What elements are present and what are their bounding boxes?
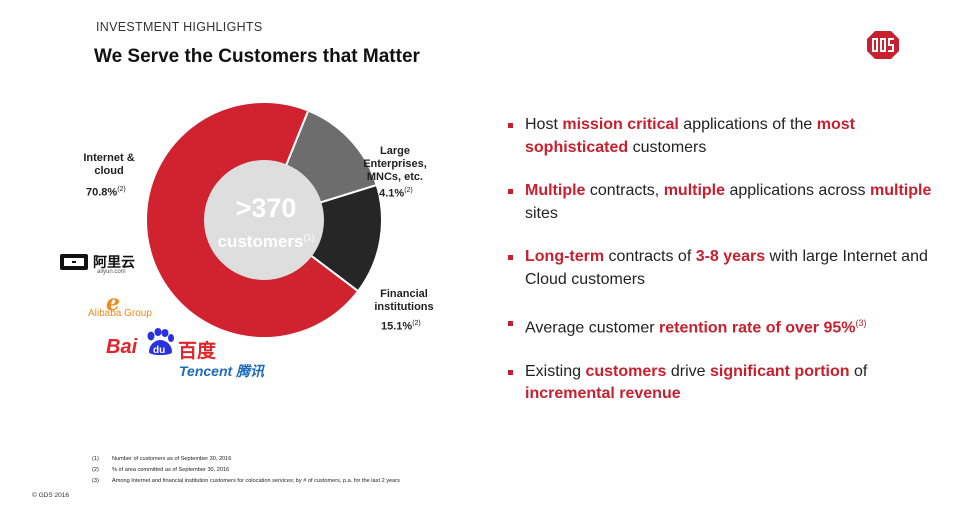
bullet-highlight: incremental revenue bbox=[525, 385, 681, 403]
bullet-text: with large Internet and Cloud customers bbox=[525, 248, 933, 288]
slide-title: We Serve the Customers that Matter bbox=[94, 46, 420, 67]
bullet-text: Existing bbox=[525, 362, 586, 380]
tencent-logo: Tencent 腾讯 bbox=[179, 363, 265, 379]
bullet-incremental-revenue: Existing customers drive significant por… bbox=[508, 361, 948, 406]
internet-segment-pct: 70.8%(2) bbox=[86, 186, 126, 199]
enterprise-label-line2: Enterprises, bbox=[363, 158, 427, 170]
bullet-text: customers bbox=[628, 138, 707, 156]
bullet-footnote-ref: (3) bbox=[855, 318, 867, 328]
bullet-highlight: most sophisticated bbox=[525, 116, 855, 156]
enterprise-pct-footnote: (2) bbox=[404, 187, 413, 194]
bullet-marker-icon bbox=[508, 189, 513, 194]
center-label: customers(1) bbox=[196, 232, 336, 252]
enterprise-label-line3: MNCs, etc. bbox=[366, 171, 424, 183]
internet-label-line1: Internet & bbox=[83, 152, 135, 164]
enterprise-segment-pct: 14.1%(2) bbox=[373, 187, 413, 200]
bullet-retention-rate: Average customer retention rate of over … bbox=[508, 312, 948, 340]
bullet-highlight: significant portion bbox=[709, 362, 850, 380]
financial-pct-value: 15.1% bbox=[381, 320, 413, 333]
bullet-long-term: Long-term contracts of 3-8 years with la… bbox=[508, 246, 948, 291]
aliyun-logo-cn: 阿里云 bbox=[93, 254, 135, 270]
footnote-number: (3) bbox=[92, 478, 99, 484]
copyright-text: © GDS 2016 bbox=[32, 492, 69, 499]
gds-logo-icon bbox=[867, 31, 899, 59]
baidu-paw-icon: du bbox=[147, 328, 174, 356]
alibaba-group-logo: e Alibaba Group bbox=[88, 290, 168, 320]
bullet-text: of bbox=[849, 362, 872, 380]
bullet-highlight: multiple bbox=[870, 182, 932, 199]
financial-label-line1: Financial bbox=[380, 288, 428, 300]
highlights-list: Host mission critical applications of th… bbox=[508, 114, 948, 427]
bullet-highlight: customers bbox=[585, 362, 667, 380]
section-kicker: INVESTMENT HIGHLIGHTS bbox=[96, 20, 263, 34]
footnote-text: Number of customers as of September 30, … bbox=[112, 456, 232, 462]
bullet-text: contracts of bbox=[604, 248, 696, 265]
baidu-paw-text: du bbox=[153, 345, 165, 356]
bullet-marker-icon bbox=[508, 123, 513, 128]
enterprise-pct-value: 14.1% bbox=[373, 187, 405, 200]
customer-mix-donut-chart bbox=[145, 101, 383, 339]
internet-label-line2: cloud bbox=[94, 165, 124, 177]
financial-label-line2: institutions bbox=[374, 301, 434, 313]
center-label-text: customers bbox=[217, 232, 304, 251]
donut-center-circle bbox=[204, 160, 324, 280]
aliyun-mark-icon bbox=[60, 254, 88, 270]
footnote-3: (3) Among Internet and financial institut… bbox=[92, 478, 400, 484]
bullet-text: contracts, bbox=[585, 182, 664, 199]
bullet-text: applications of the bbox=[678, 116, 817, 133]
bullet-highlight: retention rate of over 95% bbox=[659, 319, 856, 337]
bullet-text: drive bbox=[666, 362, 710, 380]
bullet-text: sites bbox=[525, 182, 936, 222]
bullet-marker-icon bbox=[508, 255, 513, 260]
financial-pct-footnote: (2) bbox=[412, 320, 421, 327]
internet-segment-label: Internet & cloud bbox=[74, 152, 144, 178]
enterprise-label-line1: Large bbox=[380, 145, 410, 157]
aliyun-logo-url: aliyun.com bbox=[97, 269, 126, 275]
internet-pct-footnote: (2) bbox=[117, 186, 126, 193]
center-value: >370 bbox=[235, 193, 297, 223]
internet-pct-value: 70.8% bbox=[86, 186, 118, 199]
center-footnote-ref: (1) bbox=[303, 232, 315, 243]
enterprise-segment-label: Large Enterprises, MNCs, etc. bbox=[355, 145, 435, 184]
footnote-number: (1) bbox=[92, 456, 99, 462]
footnote-1: (1) Number of customers as of September 3… bbox=[92, 456, 231, 462]
bullet-highlight: Multiple bbox=[525, 182, 586, 199]
bullet-highlight: mission critical bbox=[562, 116, 679, 133]
footnote-text: Among Internet and financial institution… bbox=[112, 478, 400, 484]
footnote-2: (2) % of area committed as of September 3… bbox=[92, 467, 229, 473]
bullet-marker-icon bbox=[508, 369, 513, 375]
footnote-text: % of area committed as of September 30, … bbox=[112, 467, 230, 473]
bullet-highlight: multiple bbox=[663, 182, 726, 199]
baidu-logo-en: Bai bbox=[106, 336, 138, 358]
baidu-logo-cn: 百度 bbox=[178, 341, 217, 362]
bullet-multiple-contracts: Multiple contracts, multiple application… bbox=[508, 180, 948, 225]
financial-segment-label: Financial institutions bbox=[365, 288, 443, 314]
footnote-number: (2) bbox=[92, 467, 99, 473]
bullet-text: Host bbox=[525, 116, 563, 133]
bullet-mission-critical: Host mission critical applications of th… bbox=[508, 114, 948, 159]
bullet-text: applications across bbox=[725, 182, 870, 199]
alibaba-mark-icon: e bbox=[106, 290, 120, 316]
bullet-text: Average customer bbox=[525, 319, 659, 337]
alibaba-logo-text: Alibaba Group bbox=[88, 308, 152, 319]
financial-segment-pct: 15.1%(2) bbox=[381, 320, 421, 333]
bullet-highlight: 3-8 years bbox=[695, 248, 766, 265]
bullet-marker-icon bbox=[508, 321, 513, 326]
bullet-highlight: Long-term bbox=[525, 248, 605, 265]
baidu-logo: Bai du 百度 bbox=[106, 326, 216, 362]
